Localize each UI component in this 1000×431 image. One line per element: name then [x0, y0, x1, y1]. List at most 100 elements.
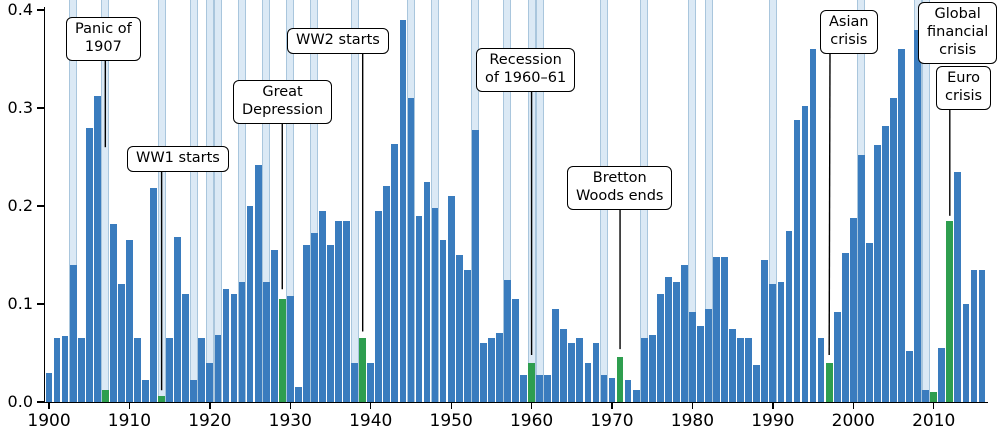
bar-1941: [375, 210, 383, 402]
annotation-text-line: Recession: [489, 52, 562, 68]
event-bar-1907: [101, 390, 109, 402]
bar-1978: [672, 282, 680, 402]
bar-1947: [423, 181, 431, 402]
recession-band-1924: [238, 0, 247, 402]
recession-band-1990: [768, 0, 777, 402]
annotation-euro-crisis: Euro crisis: [936, 66, 992, 110]
annotation-text-line: Depression: [242, 101, 324, 118]
bar-1953: [471, 129, 479, 402]
event-bar-1971: [616, 356, 624, 402]
bar-1992: [785, 230, 793, 402]
bar-1942: [383, 186, 391, 402]
x-axis-tick-label-1950: 1950: [429, 411, 473, 431]
annotation-asian-crisis: Asian crisis: [820, 10, 878, 54]
x-axis-tick-1940: [370, 403, 372, 410]
y-axis-tick-0.4: [37, 9, 44, 11]
recession-band-1927: [262, 0, 271, 402]
bar-1901: [53, 338, 61, 402]
annotation-panic-of-1907: Panic of 1907: [66, 17, 141, 61]
bar-1962: [544, 374, 552, 402]
bar-1961: [536, 374, 543, 402]
x-axis-tick-2000: [852, 403, 854, 410]
y-axis-tick-label-0.4: 0.4: [7, 0, 33, 19]
bar-1905: [85, 127, 93, 402]
recession-band-1930: [286, 0, 295, 402]
bar-1983: [713, 256, 720, 402]
bar-1967: [584, 362, 592, 402]
bar-1945: [407, 98, 415, 402]
x-axis-tick-1970: [611, 403, 613, 410]
annotation-text-line: Euro: [947, 70, 980, 86]
x-axis-tick-1920: [209, 403, 211, 410]
bar-1972: [624, 380, 632, 402]
bar-1919: [198, 338, 206, 402]
x-axis-tick-1950: [450, 403, 452, 410]
bar-2004: [882, 125, 889, 402]
x-axis-tick-label-2000: 2000: [831, 411, 875, 431]
bar-1913: [150, 188, 157, 402]
bar-2006: [898, 49, 905, 402]
recession-band-1907: [101, 0, 110, 402]
recession-band-2009: [921, 0, 930, 402]
x-axis-tick-1980: [691, 403, 694, 410]
annotation-text-line: crisis: [945, 87, 983, 104]
annotation-great-depression: Great Depression: [233, 80, 333, 124]
bar-1991: [777, 282, 785, 402]
recession-band-1957: [503, 0, 512, 402]
bar-1921: [214, 335, 222, 402]
bar-1927: [262, 282, 270, 402]
x-axis-tick-label-1900: 1900: [27, 411, 71, 431]
bar-1923: [230, 294, 238, 402]
bar-1959: [520, 374, 527, 402]
bar-1980: [689, 311, 696, 402]
bar-1995: [809, 49, 817, 402]
bar-2014: [962, 304, 970, 402]
bar-2005: [890, 98, 897, 402]
x-axis-tick-label-1930: 1930: [268, 411, 312, 431]
y-axis-tick-label-0.2: 0.2: [7, 196, 33, 215]
annotation-text-line: Bretton: [592, 170, 647, 186]
bar-1940: [367, 362, 375, 402]
bar-1979: [681, 264, 688, 402]
bar-1917: [182, 294, 190, 402]
annotation-ww2-starts: WW2 starts: [287, 28, 389, 54]
annotation-global-financial-crisis: Global financial crisis: [918, 2, 998, 64]
bar-1916: [174, 237, 182, 402]
bar-1925: [246, 206, 254, 402]
bar-1999: [841, 253, 849, 402]
bar-1982: [705, 308, 712, 402]
bar-1943: [391, 144, 399, 402]
annotation-text-line: financial: [927, 23, 989, 40]
bar-1912: [142, 380, 149, 402]
x-axis-tick-label-1990: 1990: [751, 411, 795, 431]
annotation-text-line: crisis: [830, 31, 868, 48]
x-axis-tick-label-2010: 2010: [912, 411, 956, 431]
bar-1922: [222, 289, 230, 402]
x-axis-tick-1900: [48, 403, 50, 410]
bar-1930: [286, 296, 294, 402]
annotation-text-line: Great: [262, 84, 303, 100]
bar-1950: [447, 196, 455, 402]
bar-1998: [833, 311, 841, 402]
recession-band-1961: [535, 0, 544, 402]
recession-band-1918: [189, 0, 198, 402]
bar-1926: [254, 164, 262, 402]
bar-1911: [134, 338, 141, 402]
bar-1989: [761, 259, 769, 402]
bar-1944: [399, 19, 407, 402]
bar-1965: [568, 343, 576, 402]
x-axis-tick-label-1920: 1920: [188, 411, 232, 431]
y-axis-spine: [43, 7, 45, 403]
bar-1985: [729, 328, 737, 402]
bar-1920: [206, 362, 214, 402]
bar-2003: [874, 145, 881, 402]
bar-1975: [648, 335, 656, 402]
bar-1993: [793, 119, 801, 402]
bar-1928: [270, 250, 278, 402]
bar-1954: [479, 343, 487, 402]
recession-band-1920: [205, 0, 214, 402]
annotation-bretton-woods-ends: Bretton Woods ends: [567, 166, 673, 210]
annotation-text-line: crisis: [939, 41, 977, 58]
bar-2013: [954, 171, 962, 402]
recession-band-1982: [704, 0, 713, 402]
